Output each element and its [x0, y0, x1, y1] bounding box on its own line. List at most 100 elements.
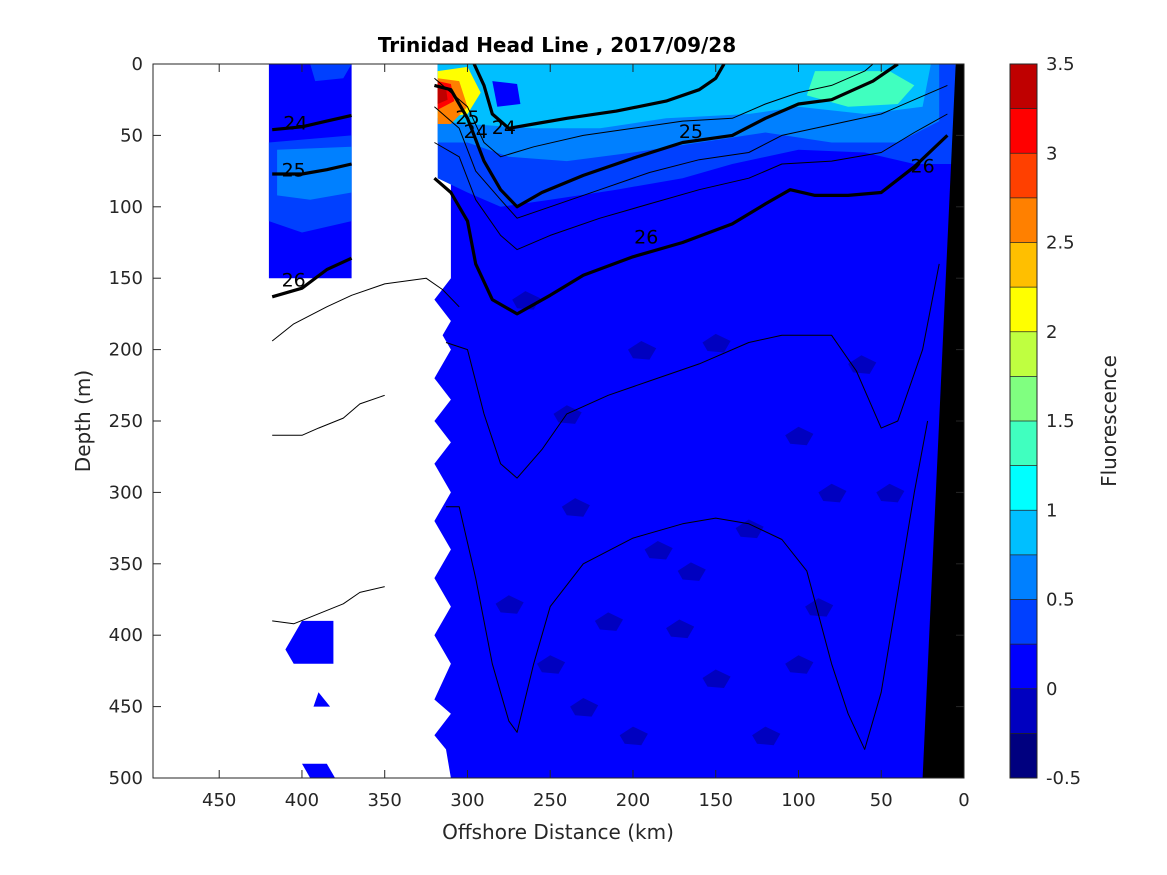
- y-tick-label: 0: [132, 54, 143, 75]
- isopycnal-bold-line: [472, 64, 726, 130]
- colorbar-tick-label: 2.5: [1046, 233, 1075, 254]
- field-low-patch: [561, 498, 590, 517]
- field-low-patch: [570, 698, 599, 717]
- colorbar-swatch: [1010, 421, 1037, 466]
- x-tick-label: 0: [958, 790, 969, 811]
- isopycnal-bold-line: [272, 162, 352, 176]
- contour-label: 24: [464, 121, 488, 143]
- x-tick-label: 350: [368, 790, 402, 811]
- isopycnal-bold-line: [433, 64, 899, 209]
- x-tick-label: 50: [870, 790, 893, 811]
- field-low-patch: [619, 726, 648, 746]
- field-low-patch: [495, 595, 524, 614]
- colorbar-frame: [1009, 63, 1038, 779]
- colorbar: 3.5 3 2.5 2 1.5 1 0.5 0 -0.5: [1009, 54, 1081, 789]
- colorbar-swatch: [1010, 376, 1037, 421]
- colorbar-swatch: [1010, 688, 1037, 734]
- colorbar-tick-label: 1: [1046, 500, 1057, 521]
- field-base-offshore: [434, 64, 956, 778]
- field-low-patch: [677, 562, 706, 581]
- x-tick-label: 200: [616, 790, 650, 811]
- isopycnal-bold-line: [433, 134, 949, 316]
- y-tick-label: 250: [109, 411, 143, 432]
- field-patch: [437, 85, 448, 104]
- isopycnal-line: [272, 586, 385, 625]
- plot-area: [268, 64, 964, 778]
- contour-label: 26: [282, 270, 306, 292]
- colorbar-tick-label: 3: [1046, 143, 1057, 164]
- field-low-patch: [805, 598, 834, 617]
- chart-title: Trinidad Head Line , 2017/09/28: [378, 33, 736, 57]
- colorbar-tick-label: -0.5: [1046, 768, 1081, 789]
- isopycnal-line: [445, 263, 940, 479]
- colorbar-swatch: [1010, 242, 1037, 288]
- field-low-patch: [702, 333, 731, 353]
- y-tick-label: 100: [109, 197, 143, 218]
- colorbar-swatch: [1010, 644, 1037, 689]
- colorbar-swatch: [1010, 287, 1037, 332]
- y-axis-title: Depth (m): [71, 370, 95, 472]
- isopycnal-line: [434, 64, 874, 158]
- colorbar-swatch: [1010, 554, 1037, 600]
- contour-label: 25: [455, 107, 479, 129]
- field-low-patch: [785, 426, 814, 446]
- colorbar-swatch: [1010, 153, 1037, 198]
- contour-label: 24: [492, 117, 516, 139]
- fluorescence-field: [268, 64, 964, 778]
- colorbar-tick-label: 3.5: [1046, 54, 1075, 75]
- x-tick-label: 250: [533, 790, 567, 811]
- isopycnal-line: [434, 84, 948, 219]
- colorbar-swatch: [1010, 197, 1037, 243]
- x-tick-label: 150: [699, 790, 733, 811]
- contour-label: 26: [911, 155, 935, 177]
- contour-label: 26: [634, 227, 658, 249]
- field-low-patch: [537, 655, 566, 674]
- isopycnal-line: [272, 394, 385, 436]
- axes: 450 400 350 300 250 200 150 100 50 00501001502002…: [109, 54, 970, 811]
- colorbar-swatch: [1010, 108, 1037, 154]
- colorbar-swatch: [1010, 64, 1037, 109]
- colorbar-tick-label: 2: [1046, 322, 1057, 343]
- y-tick-label: 150: [109, 268, 143, 289]
- field-low-patch: [666, 619, 695, 639]
- field-isolated-patch: [313, 692, 331, 707]
- isopycnal-line: [271, 277, 460, 342]
- field-low-patch: [876, 483, 905, 503]
- field-low-patch: [785, 655, 814, 674]
- field-low-patch: [702, 669, 731, 688]
- y-tick-label: 50: [120, 125, 143, 146]
- contour-label: 24: [283, 112, 307, 134]
- colorbar-swatch: [1010, 510, 1037, 555]
- y-tick-label: 350: [109, 554, 143, 575]
- colorbar-title: Fluorescence: [1097, 355, 1121, 487]
- y-tick-label: 200: [109, 340, 143, 361]
- field-low-patch: [594, 612, 623, 631]
- isopycnal-line: [446, 420, 929, 750]
- y-tick-label: 450: [109, 697, 143, 718]
- x-tick-label: 100: [781, 790, 815, 811]
- colorbar-swatch: [1010, 331, 1037, 377]
- colorbar-tick-label: 0.5: [1046, 590, 1075, 611]
- colorbar-swatch: [1010, 465, 1037, 511]
- x-tick-label: 400: [285, 790, 319, 811]
- colorbar-tick-label: 0: [1046, 679, 1057, 700]
- field-low-patch: [818, 483, 847, 503]
- x-axis-title: Offshore Distance (km): [442, 820, 674, 844]
- isopycnal-bold-line: [271, 256, 353, 299]
- x-tick-label: 450: [202, 790, 236, 811]
- field-patch: [310, 64, 352, 82]
- field-low-patch: [628, 341, 657, 360]
- y-tick-label: 400: [109, 625, 143, 646]
- field-low-patch: [752, 726, 781, 746]
- isopycnal-line: [434, 113, 948, 251]
- contour-label: 25: [282, 160, 306, 182]
- field-isolated-patch: [285, 620, 334, 664]
- y-tick-label: 500: [109, 768, 143, 789]
- x-tick-label: 300: [450, 790, 484, 811]
- field-isolated-patch: [302, 763, 336, 778]
- y-tick-label: 300: [109, 482, 143, 503]
- field-low-patch: [735, 519, 764, 539]
- field-patch: [492, 81, 521, 107]
